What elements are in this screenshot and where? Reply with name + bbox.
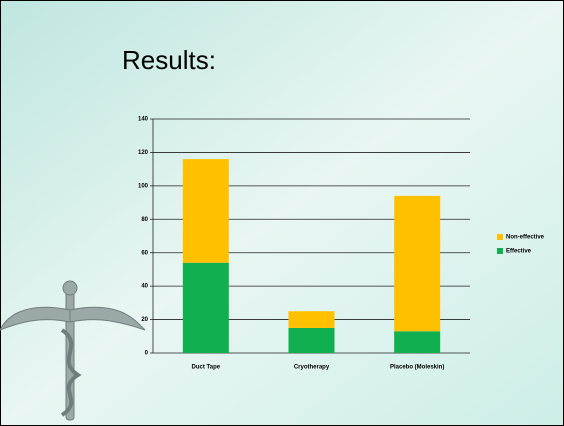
slide-title: Results: bbox=[122, 45, 216, 75]
y-tick-label: 40 bbox=[141, 284, 148, 290]
y-tick-label: 0 bbox=[145, 351, 149, 357]
bar-segment bbox=[288, 311, 335, 328]
x-tick-label: Cryotherapy bbox=[294, 365, 330, 371]
y-tick-label: 140 bbox=[138, 117, 149, 123]
y-tick-label: 60 bbox=[141, 250, 148, 256]
bar-segment bbox=[182, 262, 229, 353]
legend-label: Non-effective bbox=[506, 235, 545, 241]
y-tick-label: 20 bbox=[141, 317, 148, 323]
y-tick-label: 120 bbox=[138, 150, 149, 156]
legend-label: Effective bbox=[506, 249, 532, 255]
x-tick-label: Placebo (Moleskin) bbox=[390, 365, 444, 371]
y-tick-label: 80 bbox=[141, 217, 148, 223]
bar-segment bbox=[288, 327, 335, 353]
x-tick-label: Duct Tape bbox=[192, 365, 221, 371]
bar-segment bbox=[394, 195, 441, 332]
bar-segment bbox=[394, 331, 441, 353]
y-tick-label: 100 bbox=[138, 183, 149, 189]
caduceus-decoration bbox=[0, 280, 146, 421]
legend-swatch bbox=[497, 234, 503, 240]
bar-segment bbox=[182, 159, 229, 263]
legend-swatch bbox=[497, 248, 503, 254]
